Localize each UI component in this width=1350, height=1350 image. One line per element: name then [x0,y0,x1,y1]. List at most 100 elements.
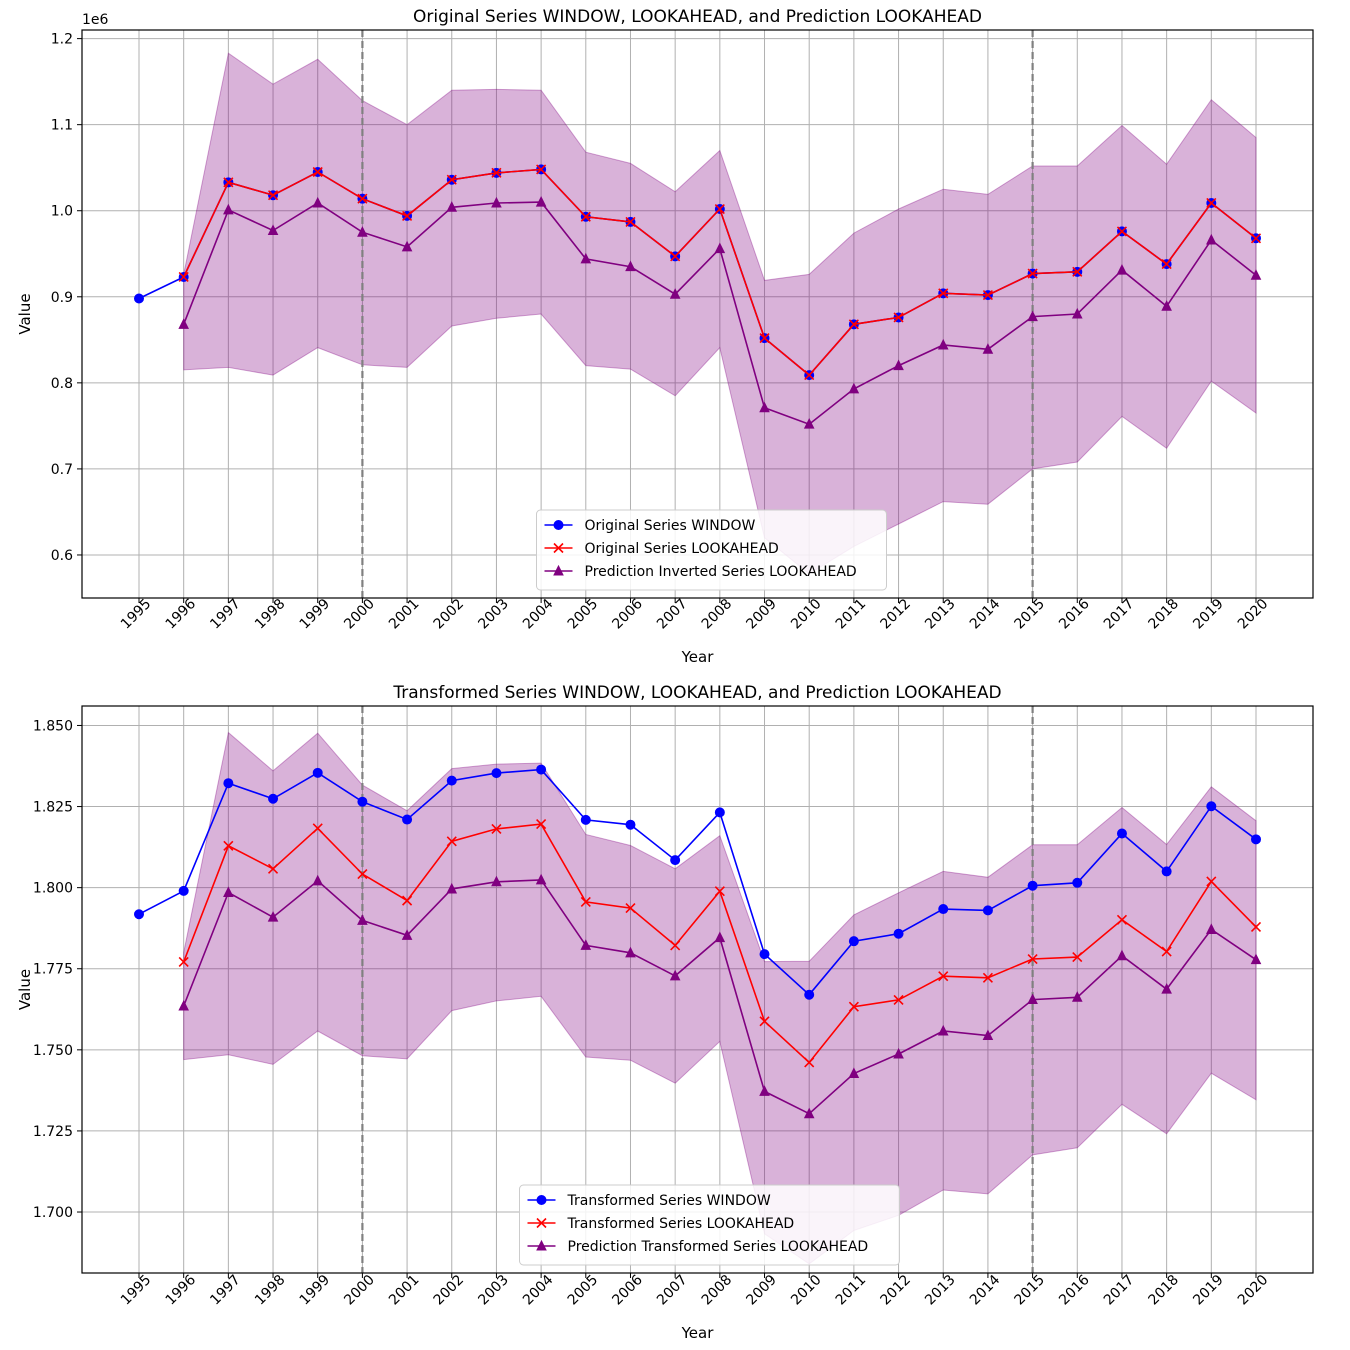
x-tick-label: 2007 [654,1272,691,1309]
data-point [357,796,368,807]
x-axis-label: Year [681,1324,715,1342]
data-point [625,819,636,830]
y-offset-label: 1e6 [82,12,109,28]
data-point [312,874,324,886]
data-point [1250,921,1262,932]
x-tick-label: 2015 [1012,1272,1049,1309]
x-tick-label: 2003 [475,596,512,633]
data-point [1250,233,1262,244]
y-tick-label: 0.8 [51,376,73,392]
data-point [312,166,323,178]
data-point [401,240,413,252]
data-point [178,885,189,896]
x-tick-label: 2012 [877,1272,914,1309]
data-point [670,940,681,951]
x-tick-label: 2008 [699,596,736,633]
x-tick-label: 2012 [877,596,914,633]
legend-label: Original Series LOOKAHEAD [585,541,779,557]
data-point [714,807,725,818]
data-point [759,1085,770,1096]
data-point [1161,300,1172,311]
x-tick-label: 2002 [431,1272,468,1309]
x-tick-label: 1999 [297,1272,334,1309]
axes-frame [81,29,1314,599]
x-tick-label: 2008 [699,1272,736,1309]
data-point [893,312,904,323]
y-tick-label: 0.7 [51,462,73,478]
data-point [1116,263,1128,275]
data-point [491,875,502,887]
data-point [848,319,859,330]
y-tick-label: 1.700 [33,1205,73,1221]
y-tick-label: 1.1 [51,118,73,134]
chart-title: Transformed Series WINDOW, LOOKAHEAD, an… [392,683,1001,703]
data-point [759,1016,770,1027]
data-point [491,167,502,178]
x-tick-label: 2005 [565,1272,602,1309]
data-point [803,418,815,429]
x-tick-label: 2013 [922,1272,959,1309]
data-point [669,969,681,981]
data-point [938,904,949,915]
data-point [535,873,547,885]
x-tick-label: 1995 [118,1272,155,1309]
data-point [759,333,770,344]
data-point [446,775,457,786]
y-tick-label: 1.725 [33,1124,73,1140]
data-point [848,1001,859,1012]
data-point [580,939,592,950]
x-tick-label: 2017 [1101,1272,1138,1309]
data-point [848,936,859,947]
x-tick-label: 2018 [1146,1272,1183,1309]
x-tick-label: 1998 [252,1272,289,1309]
data-point [580,211,591,222]
legend-entry: Transformed Series LOOKAHEAD [527,1216,794,1232]
chart-panel-1: Original Series WINDOW, LOOKAHEAD, and P… [16,7,1314,666]
data-point [402,814,413,825]
data-point [1206,923,1217,934]
legend-entry: Original Series LOOKAHEAD [544,541,779,557]
x-tick-label: 2001 [386,596,423,633]
x-tick-label: 2001 [386,1272,423,1309]
data-point [759,401,770,413]
data-point [178,271,189,283]
data-point [536,764,547,775]
x-tick-label: 2000 [341,596,378,633]
data-point [1071,307,1083,319]
x-tick-label: 1999 [297,596,334,633]
x-tick-label: 2017 [1101,596,1138,633]
y-tick-label: 1.0 [51,204,73,220]
legend: Transformed Series WINDOW Transformed Ser… [519,1184,900,1266]
x-tick-label: 1996 [163,596,200,633]
data-point [1027,953,1038,965]
y-tick-label: 0.9 [51,290,73,306]
legend-label: Original Series WINDOW [585,518,756,534]
data-point [446,836,457,847]
data-point [1116,828,1127,839]
data-point [804,1057,815,1068]
data-point [982,905,993,916]
data-point [1027,993,1038,1005]
data-point [357,868,368,880]
data-point [625,260,636,272]
legend-entry: Prediction Inverted Series LOOKAHEAD [544,564,857,580]
data-point [223,778,234,789]
data-point [982,290,993,301]
data-point [1116,949,1128,961]
x-tick-label: 2019 [1190,1272,1227,1309]
x-tick-label: 2013 [922,596,959,633]
y-tick-label: 1.800 [33,881,73,897]
x-tick-label: 2002 [431,596,468,633]
chart-panel-2: Transformed Series WINDOW, LOOKAHEAD, an… [16,683,1314,1342]
legend-marker [553,542,564,554]
data-point [1072,877,1083,888]
x-tick-label: 2020 [1235,596,1272,633]
x-tick-label: 1998 [252,596,289,633]
data-point [893,1047,904,1059]
series-2 [178,164,1262,381]
x-tick-label: 2011 [833,1272,870,1309]
x-tick-label: 2020 [1235,1272,1272,1309]
x-tick-label: 2014 [967,596,1004,633]
data-point [714,931,726,943]
